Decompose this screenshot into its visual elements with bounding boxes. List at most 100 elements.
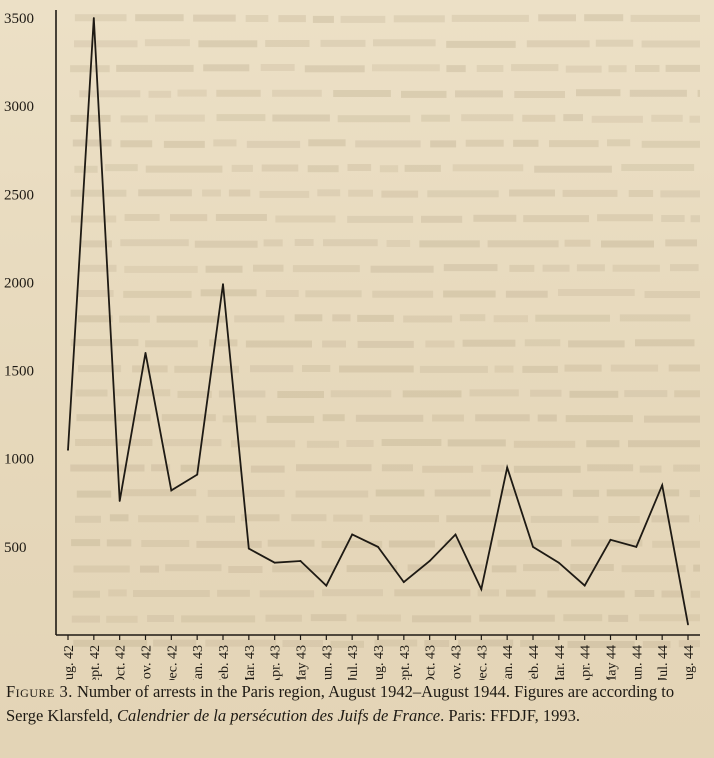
show-through-word — [381, 190, 419, 198]
show-through-word — [73, 565, 130, 573]
show-through-word — [421, 215, 463, 223]
show-through-word — [75, 439, 153, 446]
show-through-word — [234, 315, 285, 323]
show-through-word — [124, 265, 198, 273]
show-through-word — [72, 590, 100, 598]
show-through-word — [547, 590, 625, 598]
show-through-word — [569, 390, 619, 398]
show-through-word — [355, 414, 424, 422]
x-tick-label: Nov. 43 — [450, 645, 465, 680]
show-through-word — [689, 115, 700, 123]
show-through-word — [119, 315, 150, 323]
show-through-word — [292, 265, 360, 273]
show-through-word — [141, 540, 190, 547]
show-through-word — [261, 164, 299, 172]
show-through-word — [75, 389, 108, 397]
show-through-word — [231, 164, 253, 172]
show-through-word — [147, 615, 174, 622]
show-through-word — [388, 540, 435, 548]
y-tick-label: 3000 — [4, 99, 34, 115]
show-through-word — [222, 415, 257, 423]
show-through-word — [230, 440, 296, 448]
show-through-word — [534, 165, 612, 173]
show-through-word — [170, 214, 208, 222]
show-through-word — [612, 264, 660, 272]
show-through-word — [78, 365, 122, 373]
show-through-word — [425, 340, 455, 348]
show-through-word — [644, 415, 700, 423]
data-point — [661, 484, 664, 487]
show-through-word — [513, 139, 539, 147]
show-through-word — [699, 514, 700, 522]
show-through-word — [446, 40, 516, 48]
show-through-word — [403, 315, 453, 323]
x-tick-label: Sept. 42 — [88, 645, 103, 680]
show-through-word — [509, 189, 555, 197]
x-tick-label: Feb. 44 — [527, 645, 542, 680]
show-through-word — [282, 640, 323, 647]
figure-caption: Figure 3. Number of arrests in the Paris… — [6, 680, 706, 728]
show-through-word — [217, 589, 250, 597]
show-through-word — [144, 39, 190, 47]
show-through-word — [447, 439, 506, 447]
show-through-word — [321, 540, 383, 548]
data-point — [92, 17, 95, 19]
show-through-word — [374, 639, 418, 647]
show-through-word — [145, 165, 223, 173]
data-point — [402, 581, 405, 584]
data-point — [609, 538, 612, 541]
show-through-word — [216, 114, 266, 122]
show-through-word — [564, 364, 602, 372]
show-through-word — [642, 641, 671, 648]
show-through-word — [272, 114, 330, 122]
x-tick-label: Jan. 43 — [191, 645, 206, 680]
show-through-word — [74, 14, 127, 22]
show-through-word — [228, 189, 251, 197]
show-through-word — [245, 340, 312, 348]
show-through-word — [487, 240, 559, 248]
show-through-word — [639, 465, 662, 473]
show-through-word — [597, 214, 653, 222]
show-through-word — [621, 565, 686, 573]
show-through-word — [356, 614, 401, 622]
show-through-word — [514, 91, 565, 98]
show-through-word — [565, 65, 602, 73]
show-through-word — [78, 264, 117, 272]
show-through-word — [422, 465, 474, 473]
show-through-word — [511, 64, 559, 72]
show-through-word — [538, 14, 576, 22]
show-through-word — [412, 615, 472, 623]
show-through-word — [629, 89, 687, 97]
show-through-word — [250, 465, 285, 473]
show-through-word — [523, 564, 560, 572]
x-tick-label: Apr. 43 — [269, 645, 284, 680]
x-tick-label: Aug. 42 — [62, 645, 77, 680]
show-through-word — [206, 515, 235, 523]
show-through-word — [70, 464, 145, 472]
data-point — [454, 533, 457, 536]
show-through-word — [434, 489, 491, 497]
show-through-word — [120, 489, 197, 497]
show-through-word — [133, 590, 210, 597]
show-through-word — [635, 339, 695, 347]
show-through-word — [635, 65, 660, 72]
series-line — [67, 17, 689, 625]
show-through-word — [572, 489, 600, 497]
show-through-word — [481, 464, 505, 472]
show-through-word — [120, 140, 153, 148]
x-tick-label: Apr. 44 — [579, 645, 594, 680]
show-through-word — [339, 365, 414, 373]
show-through-word — [70, 339, 139, 347]
show-through-word — [563, 614, 603, 622]
show-through-word — [241, 514, 280, 522]
show-through-word — [393, 15, 445, 23]
show-through-word — [73, 639, 148, 647]
show-through-word — [372, 290, 434, 298]
show-through-word — [196, 540, 262, 548]
show-through-word — [140, 565, 159, 573]
show-through-word — [259, 590, 315, 598]
show-through-word — [333, 514, 363, 522]
show-through-word — [320, 39, 366, 47]
show-through-word — [153, 639, 197, 647]
show-through-word — [563, 114, 583, 122]
